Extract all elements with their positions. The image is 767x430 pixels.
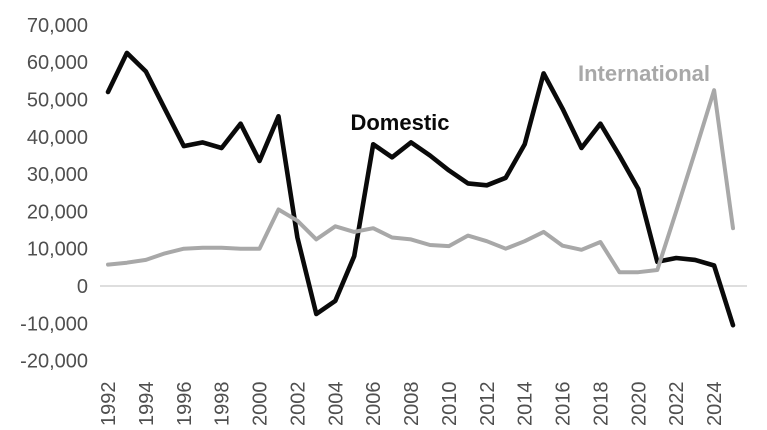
x-axis-tick-label: 2018 — [590, 382, 612, 427]
x-axis-tick-label: 1992 — [98, 382, 120, 427]
y-axis-tick-label: 0 — [77, 276, 88, 298]
x-axis-tick-label: 2008 — [401, 382, 423, 427]
x-axis-tick-label: 2016 — [553, 382, 575, 427]
x-axis-tick-label: 2000 — [250, 382, 272, 427]
x-axis-tick-label: 2024 — [704, 382, 726, 427]
domestic-series-label: Domestic — [350, 110, 449, 135]
y-axis-tick-label: -20,000 — [20, 351, 88, 373]
international-series-label: International — [578, 61, 710, 86]
y-axis-tick-label: -10,000 — [20, 313, 88, 335]
x-axis-tick-label: 2002 — [287, 382, 309, 427]
x-axis-tick-label: 2022 — [666, 382, 688, 427]
domestic-series-line — [105, 50, 736, 328]
x-axis-tick-label: 2010 — [439, 382, 461, 427]
x-axis-tick-label: 2014 — [515, 382, 537, 427]
international-series-line — [106, 88, 735, 275]
x-axis-tick-label: 1994 — [136, 382, 158, 427]
y-axis-tick-label: 10,000 — [27, 239, 88, 261]
y-axis-tick-label: 50,000 — [27, 90, 88, 112]
y-axis-tick-label: 30,000 — [27, 164, 88, 186]
x-axis-tick-label: 2004 — [325, 382, 347, 427]
x-axis-tick-label: 1998 — [212, 382, 234, 427]
y-axis-tick-label: 70,000 — [27, 15, 88, 37]
x-axis-tick-label: 2006 — [363, 382, 385, 427]
y-axis-tick-label: 60,000 — [27, 52, 88, 74]
x-axis-tick-label: 2020 — [628, 382, 650, 427]
x-axis-tick-label: 1996 — [174, 382, 196, 427]
y-axis-tick-label: 20,000 — [27, 201, 88, 223]
y-axis-tick-label: 40,000 — [27, 127, 88, 149]
x-axis-tick-label: 2012 — [477, 382, 499, 427]
